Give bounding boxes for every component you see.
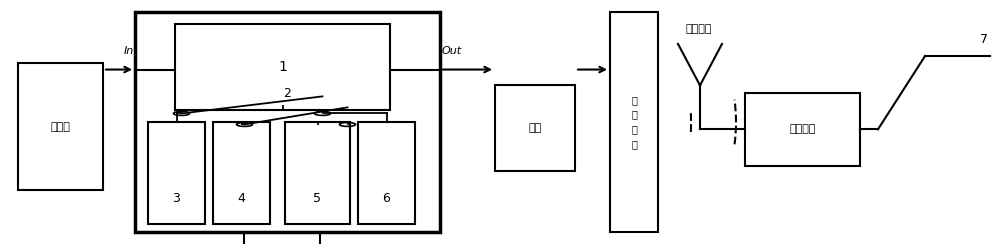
Bar bbox=[358, 122, 415, 224]
Bar bbox=[213, 122, 270, 224]
Text: 接收天线: 接收天线 bbox=[685, 24, 712, 34]
Bar bbox=[495, 85, 575, 171]
Text: 1: 1 bbox=[278, 60, 287, 74]
Text: 3: 3 bbox=[173, 192, 180, 205]
Bar bbox=[135, 12, 440, 232]
Text: 2: 2 bbox=[284, 87, 291, 100]
Bar bbox=[285, 122, 350, 224]
Text: 发
射
天
线: 发 射 天 线 bbox=[631, 95, 637, 149]
Bar bbox=[148, 122, 205, 224]
Text: 4: 4 bbox=[238, 192, 245, 205]
Bar bbox=[18, 63, 103, 190]
Bar bbox=[175, 24, 390, 110]
Text: 信号源: 信号源 bbox=[51, 122, 70, 132]
Text: 5: 5 bbox=[314, 192, 322, 205]
Text: 6: 6 bbox=[383, 192, 390, 205]
Text: 7: 7 bbox=[980, 33, 988, 46]
Bar bbox=[610, 12, 658, 232]
Text: Out: Out bbox=[442, 46, 462, 56]
Bar bbox=[745, 93, 860, 166]
Text: 功放: 功放 bbox=[528, 123, 542, 133]
Text: 检测装置: 检测装置 bbox=[789, 124, 816, 134]
Text: In: In bbox=[124, 46, 134, 56]
